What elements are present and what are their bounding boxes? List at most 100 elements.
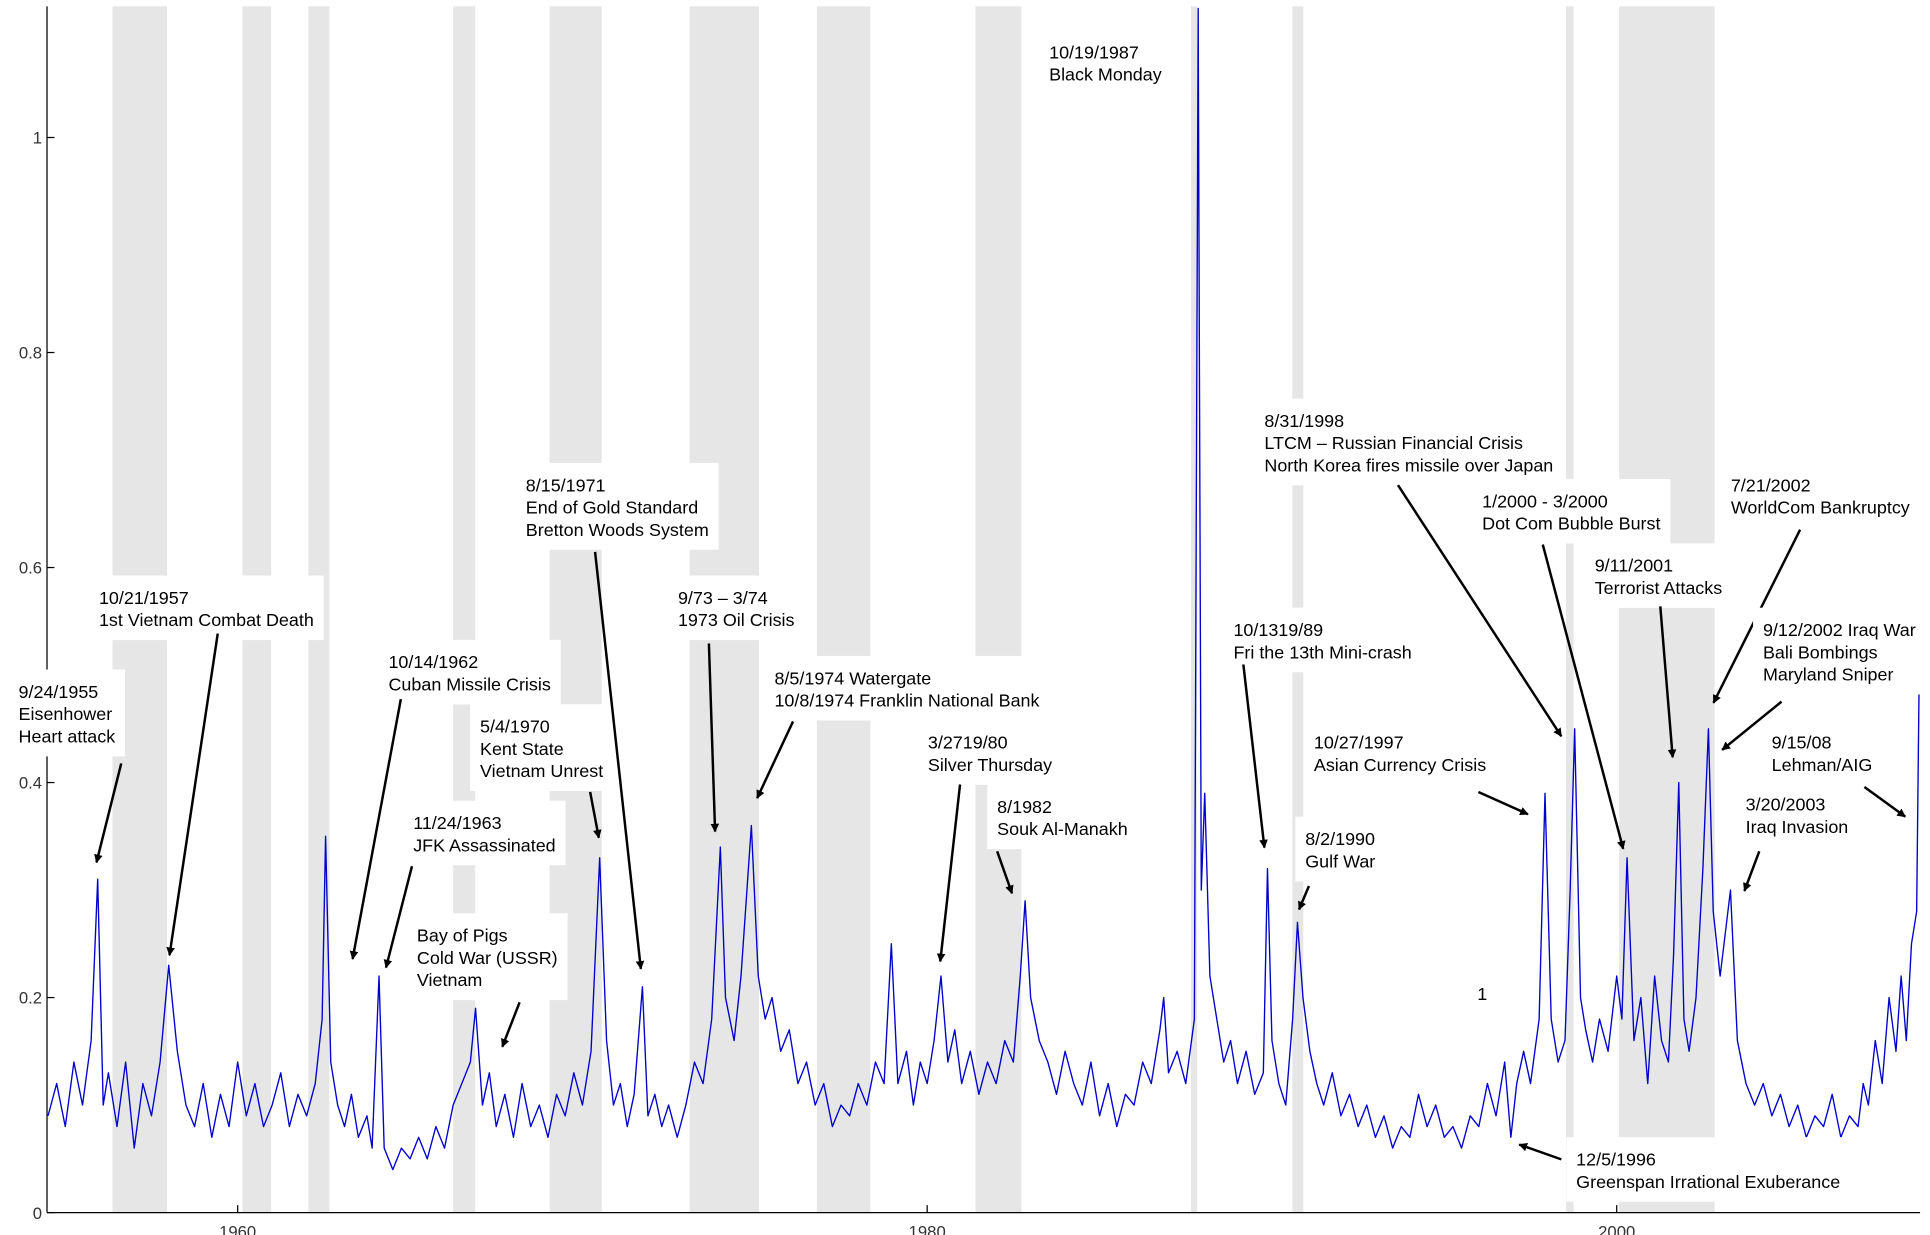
annotation-text: Dot Com Bubble Burst xyxy=(1482,514,1660,534)
shaded-period xyxy=(975,6,1022,1213)
annotation-arrow xyxy=(1477,790,1529,816)
y-tick-label: 1 xyxy=(33,129,42,148)
annotation-arrow xyxy=(1242,664,1268,849)
annotation-text: 11/24/1963 xyxy=(413,813,501,833)
annotation-arrow xyxy=(1659,606,1677,759)
annotation-background xyxy=(470,704,614,791)
y-tick-label: 0 xyxy=(33,1204,42,1223)
annotation-background xyxy=(1472,479,1671,544)
annotation-text: 8/1982 xyxy=(997,797,1052,817)
annotation-text: 12/5/1996 xyxy=(1576,1150,1656,1170)
annotation-text: Iraq Invasion xyxy=(1746,817,1849,837)
annotation-text: 1st Vietnam Combat Death xyxy=(99,610,314,630)
shaded-period xyxy=(1566,6,1574,1213)
annotation-text: WorldCom Bankruptcy xyxy=(1731,498,1910,518)
annotation-arrow xyxy=(501,1001,521,1048)
annotation-text: 9/15/08 xyxy=(1772,733,1832,753)
annotation-text: 8/2/1990 xyxy=(1305,829,1375,849)
annotation-background xyxy=(917,720,1062,785)
annotation-text: 10/1319/89 xyxy=(1233,620,1323,640)
shaded-period xyxy=(453,6,476,1213)
annotation-text: 10/8/1974 Franklin National Bank xyxy=(774,691,1039,711)
annotation-arrow xyxy=(588,791,602,839)
annotation-background xyxy=(1584,543,1733,608)
annotation-background xyxy=(1753,607,1926,695)
x-tick-label: 2000 xyxy=(1598,1222,1635,1235)
annotation-text: Cold War (USSR) xyxy=(417,948,558,968)
annotation-text: 9/11/2001 xyxy=(1595,556,1673,576)
annotation-text: Souk Al-Manakh xyxy=(997,819,1128,839)
annotation-text: End of Gold Standard xyxy=(526,498,698,518)
annotation-arrow xyxy=(936,784,962,963)
annotation-background xyxy=(1720,462,1920,528)
annotation-background xyxy=(378,639,561,705)
annotation-text: Eisenhower xyxy=(19,704,113,724)
series xyxy=(47,7,1920,1171)
annotation-text: 5/4/1970 xyxy=(480,717,550,737)
annotation-arrow xyxy=(383,865,414,969)
annotation: 7/21/2002 WorldCom Bankruptcy xyxy=(1720,462,1920,528)
annotation-background xyxy=(8,669,126,757)
annotation-text: 3/20/2003 xyxy=(1746,795,1826,815)
annotation-text: Asian Currency Crisis xyxy=(1314,755,1486,775)
annotation-arrow xyxy=(1863,785,1906,818)
annotation-arrow xyxy=(166,633,219,957)
x-tick-label: 1960 xyxy=(219,1222,256,1235)
annotation-background xyxy=(403,800,566,866)
annotation-text: 7/21/2002 xyxy=(1731,475,1811,495)
annotation: 1/2000 - 3/2000 Dot Com Bubble Burst xyxy=(1472,479,1671,544)
annotation-arrow xyxy=(756,720,795,799)
annotation-background xyxy=(764,655,1050,721)
y-tick-label: 0.4 xyxy=(19,774,42,793)
annotation-text: 8/15/1971 xyxy=(526,475,606,495)
annotation-arrow xyxy=(349,698,403,960)
annotation-text: 9/24/1955 xyxy=(19,682,99,702)
annotation-arrow xyxy=(94,763,123,864)
annotation-background xyxy=(1223,607,1422,673)
annotation-text: Bay of Pigs xyxy=(417,926,508,946)
annotation-text: Kent State xyxy=(480,739,564,759)
annotation-arrow xyxy=(1743,850,1761,892)
annotation-text: Terrorist Attacks xyxy=(1595,578,1723,598)
annotation-arrow xyxy=(707,643,720,833)
annotation-text: 8/31/1998 xyxy=(1264,411,1344,431)
annotation-text: Maryland Sniper xyxy=(1763,665,1894,685)
y-tick-label: 0.6 xyxy=(19,559,42,578)
annotation: 1 xyxy=(1477,984,1487,1004)
annotation-background xyxy=(1735,782,1859,847)
data-line xyxy=(47,7,1920,1171)
annotation-arrow xyxy=(593,551,645,970)
annotation-text: 10/21/1957 xyxy=(99,588,189,608)
annotation-arrow xyxy=(1541,544,1626,850)
x-tick-label: 1980 xyxy=(909,1222,946,1235)
annotation-arrow xyxy=(1518,1143,1562,1161)
annotation-text: Lehman/AIG xyxy=(1772,755,1873,775)
annotation-background xyxy=(1254,398,1564,486)
annotation-text: Bretton Woods System xyxy=(526,520,709,540)
annotation-text: Gulf War xyxy=(1305,851,1375,871)
annotation-text: Greenspan Irrational Exuberance xyxy=(1576,1172,1840,1192)
shaded-period xyxy=(816,6,871,1213)
annotation-arrow xyxy=(1721,700,1783,751)
annotation-text: 1973 Oil Crisis xyxy=(678,610,795,630)
annotation-text: Bali Bombings xyxy=(1763,642,1878,662)
annotation-text: 1 xyxy=(1477,984,1487,1004)
y-tick-label: 0.8 xyxy=(19,344,42,363)
annotation-arrow xyxy=(1396,484,1563,737)
shaded-periods xyxy=(112,6,1715,1213)
annotation-text: North Korea fires missile over Japan xyxy=(1264,456,1553,476)
